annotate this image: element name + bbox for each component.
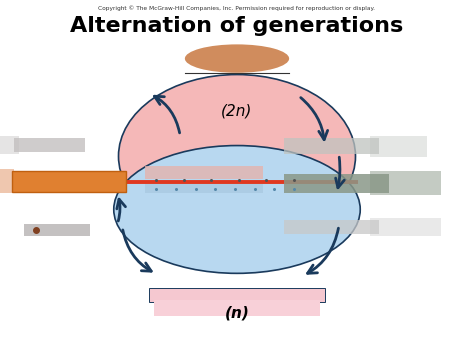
FancyBboxPatch shape	[284, 220, 379, 234]
FancyBboxPatch shape	[0, 169, 14, 193]
FancyBboxPatch shape	[145, 166, 263, 179]
Text: Copyright © The McGraw-Hill Companies, Inc. Permission required for reproduction: Copyright © The McGraw-Hill Companies, I…	[99, 5, 375, 11]
FancyBboxPatch shape	[12, 171, 126, 192]
Ellipse shape	[114, 146, 360, 273]
Text: (n): (n)	[225, 306, 249, 321]
FancyBboxPatch shape	[0, 136, 19, 154]
FancyBboxPatch shape	[370, 136, 427, 157]
FancyBboxPatch shape	[149, 288, 325, 302]
FancyBboxPatch shape	[284, 138, 379, 154]
FancyBboxPatch shape	[284, 174, 389, 193]
FancyBboxPatch shape	[14, 138, 85, 152]
Text: (2n): (2n)	[221, 103, 253, 118]
FancyBboxPatch shape	[370, 171, 441, 195]
FancyBboxPatch shape	[370, 218, 441, 236]
Text: Alternation of generations: Alternation of generations	[70, 16, 404, 36]
Ellipse shape	[118, 75, 356, 238]
FancyBboxPatch shape	[24, 224, 90, 236]
Ellipse shape	[185, 44, 289, 73]
FancyBboxPatch shape	[145, 183, 263, 193]
FancyBboxPatch shape	[154, 300, 320, 316]
